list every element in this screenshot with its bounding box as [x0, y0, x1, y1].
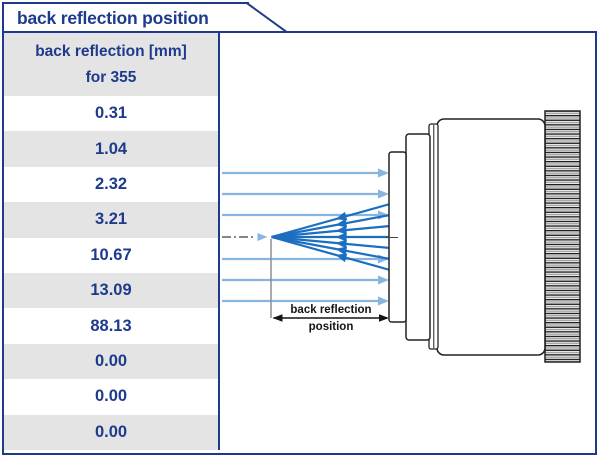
incident-ray-arrowhead-icon — [378, 275, 389, 285]
dimension-label-line1: back reflection — [290, 304, 371, 316]
reflected-ray-arrowhead-icon — [335, 218, 348, 228]
reflected-ray — [271, 202, 391, 239]
lens-main-body — [436, 118, 546, 356]
reflected-ray — [271, 235, 391, 250]
cell-value: 13.09 — [90, 281, 132, 300]
incident-ray-arrowhead-icon — [378, 189, 389, 199]
table-row: 0.00 — [4, 379, 218, 415]
reflected-ray-arrowhead-icon — [335, 253, 348, 263]
back-reflection-table: back reflection [mm] for 355 0.31 1.04 2… — [4, 33, 220, 450]
cell-value: 88.13 — [90, 316, 132, 335]
table-row: 2.32 — [4, 166, 218, 203]
table-row: 0.00 — [4, 414, 218, 450]
dimension-label-line2: position — [309, 321, 354, 333]
cell-value: 0.31 — [94, 104, 128, 123]
reflected-ray-arrowhead-icon — [335, 211, 348, 221]
cell-value: 0.00 — [94, 387, 128, 406]
reflected-ray-arrowhead-icon — [335, 225, 347, 235]
table-row: 10.67 — [4, 237, 218, 273]
table-row: 0.31 — [4, 96, 218, 132]
axis-arrowhead-icon — [257, 233, 268, 241]
cell-value: 1.04 — [94, 139, 128, 158]
table-row: 3.21 — [4, 202, 218, 238]
table-row: 88.13 — [4, 308, 218, 344]
reflected-ray — [271, 224, 391, 239]
table-header-line2: for 355 — [85, 68, 137, 86]
cell-value: 0.00 — [94, 351, 128, 370]
table-header: back reflection [mm] for 355 — [4, 33, 218, 96]
table-row: 13.09 — [4, 272, 218, 309]
title-tab: back reflection position — [2, 2, 249, 31]
table-row: 1.04 — [4, 131, 218, 167]
reflected-ray-arrowhead-icon — [335, 232, 347, 242]
lens-middle-section — [405, 133, 431, 341]
table-row: 0.00 — [4, 343, 218, 380]
dimension-right-arrowhead-icon — [379, 314, 389, 322]
reflected-ray-arrowhead-icon — [335, 239, 347, 249]
reflected-ray — [271, 235, 391, 272]
lens-body-drawing — [388, 110, 581, 363]
cell-value: 0.00 — [94, 422, 128, 441]
incident-ray-arrowhead-icon — [378, 296, 389, 306]
lens-knurled-ring — [544, 110, 581, 363]
cell-value: 3.21 — [94, 210, 128, 229]
cell-value: 2.32 — [94, 174, 128, 193]
reflected-ray — [271, 213, 391, 239]
dimension-left-arrowhead-icon — [272, 314, 283, 322]
incident-ray-arrowhead-icon — [378, 168, 389, 178]
table-header-line1: back reflection [mm] — [35, 42, 187, 60]
cell-value: 10.67 — [90, 245, 132, 264]
reflected-ray-arrowhead-icon — [335, 246, 348, 256]
reflected-ray — [271, 235, 391, 261]
page-title: back reflection position — [17, 8, 209, 28]
annotation-layer: back reflection position — [270, 237, 398, 333]
rays-layer — [222, 168, 391, 306]
